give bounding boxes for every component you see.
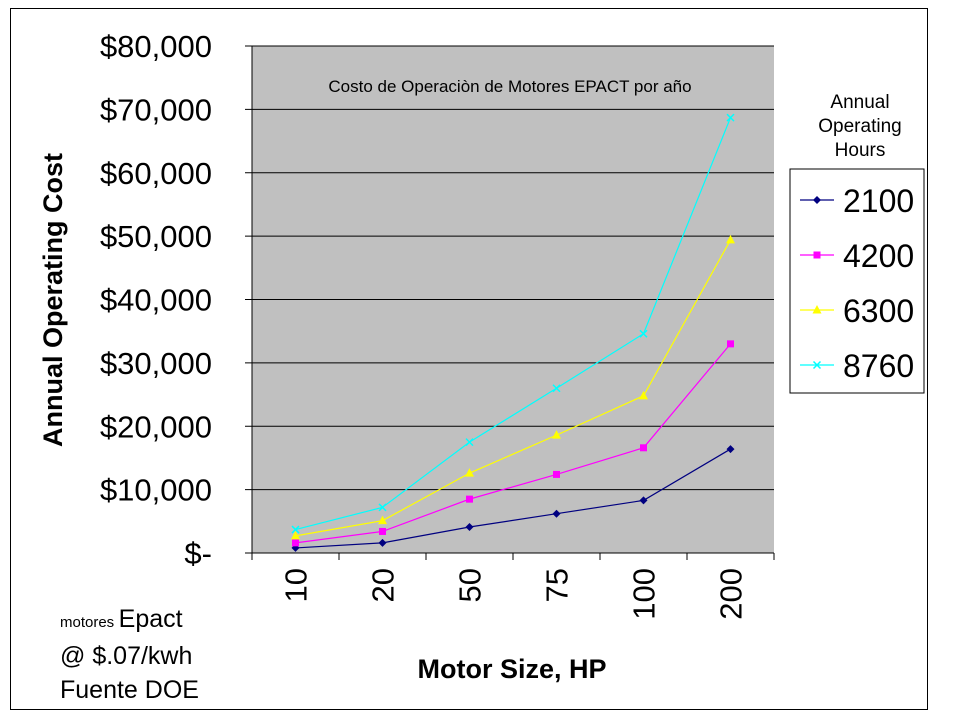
legend-marker	[813, 196, 821, 204]
legend	[789, 168, 925, 394]
note-source: Fuente DOE	[60, 676, 199, 704]
x-tick-label: 100	[627, 568, 662, 620]
data-point-4200	[466, 495, 473, 503]
data-point-8760	[378, 503, 387, 512]
slide-frame	[10, 8, 928, 710]
x-axis-label: Motor Size, HP	[417, 654, 606, 684]
series-line-2100	[295, 448, 731, 549]
note-epact-word: Epact	[118, 605, 183, 633]
data-point-2100	[552, 509, 561, 518]
note-epact: motores Epact	[60, 605, 183, 634]
series-lines	[295, 117, 732, 549]
series-line-6300	[295, 239, 732, 537]
legend-title: Annual Operating Hours	[818, 92, 901, 161]
legend-marker	[813, 251, 821, 259]
x-tick-label: 10	[279, 568, 314, 602]
data-point-6300	[378, 515, 387, 525]
y-tick-label: $40,000	[100, 283, 212, 318]
x-tick-label: 200	[714, 568, 749, 620]
data-point-6300	[552, 430, 561, 439]
legend-label: 8760	[843, 348, 914, 384]
data-point-2100	[726, 445, 735, 454]
x-axis-ticks: 10 20 50 75 100 200	[251, 553, 775, 620]
x-tick-label: 75	[540, 568, 575, 602]
data-point-8760	[639, 329, 648, 338]
note-rate: @ $.07/kwh	[60, 642, 193, 670]
data-point-8760	[552, 384, 561, 393]
data-point-4200	[292, 539, 299, 547]
series-line-4200	[295, 343, 731, 544]
legend-title-text: Annual Operating Hours	[818, 92, 901, 161]
y-tick-label: $80,000	[100, 29, 212, 64]
data-point-6300	[639, 390, 648, 400]
legend-marker	[812, 305, 822, 314]
x-tick-label: 20	[366, 568, 401, 602]
data-point-4200	[379, 527, 386, 535]
y-tick-label: $-	[184, 536, 212, 571]
data-point-8760	[465, 438, 474, 447]
y-tick-label: $10,000	[100, 473, 212, 508]
data-point-8760	[726, 113, 735, 122]
legend-label: 2100	[843, 183, 914, 219]
data-point-4200	[553, 470, 560, 478]
series-markers	[291, 113, 735, 552]
data-point-2100	[465, 523, 474, 532]
y-tick-label: $20,000	[100, 409, 212, 444]
legend-items: 2100 4200 6300 8760	[800, 183, 914, 384]
y-tick-label: $50,000	[100, 219, 212, 254]
legend-marker	[812, 360, 822, 370]
y-tick-label: $60,000	[100, 156, 212, 191]
data-point-2100	[378, 538, 387, 547]
data-point-2100	[639, 496, 648, 505]
data-point-4200	[727, 340, 734, 348]
data-point-6300	[465, 468, 474, 477]
y-axis-ticks: $- $10,000 $20,000 $30,000 $40,000 $50,000 $60…	[100, 29, 252, 571]
data-point-4200	[640, 444, 647, 452]
chart-title: Costo de Operaciòn de Motores EPACT por …	[328, 77, 691, 96]
x-tick-label: 50	[453, 568, 488, 602]
legend-label: 6300	[843, 293, 914, 329]
note-motores: motores	[60, 614, 115, 631]
y-tick-label: $70,000	[100, 92, 212, 127]
y-tick-label: $30,000	[100, 346, 212, 381]
data-point-6300	[291, 530, 300, 540]
legend-label: 4200	[843, 238, 914, 274]
data-point-6300	[726, 234, 735, 244]
series-line-8760	[295, 117, 732, 531]
data-point-8760	[291, 525, 300, 534]
y-axis-label: Annual Operating Cost	[38, 153, 68, 447]
